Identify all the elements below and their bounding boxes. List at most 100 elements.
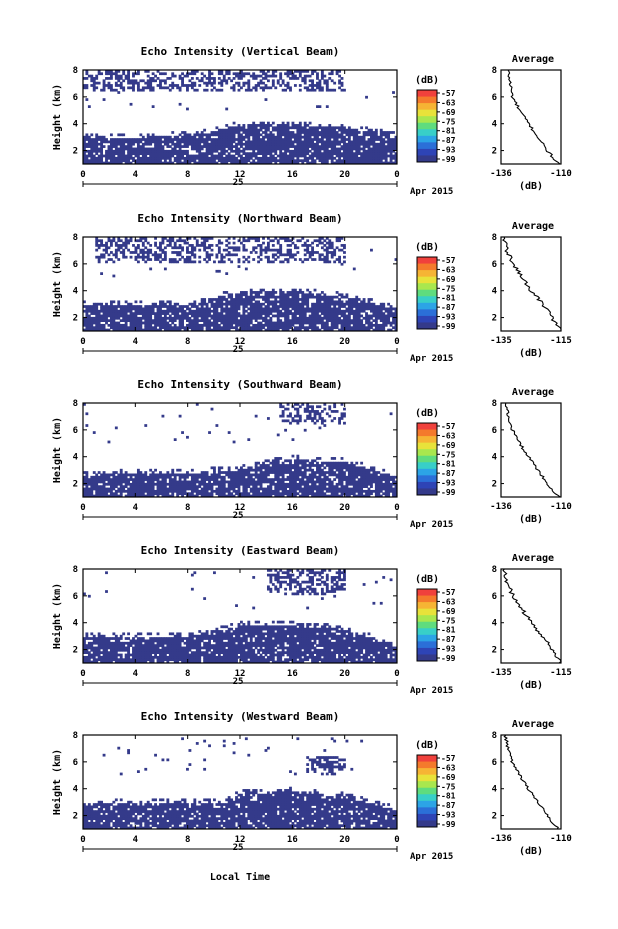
heatmap-cell xyxy=(323,295,327,299)
heatmap-cell xyxy=(392,131,395,134)
heatmap-cell xyxy=(338,260,341,264)
heatmap-cell xyxy=(222,133,226,137)
heatmap-cell xyxy=(208,244,211,247)
heatmap-cell xyxy=(139,300,143,304)
heatmap-cell xyxy=(232,161,236,165)
heatmap-cell xyxy=(286,145,290,148)
heatmap-cell xyxy=(379,319,383,322)
heatmap-cell xyxy=(325,138,329,141)
heatmap-cell xyxy=(173,309,177,313)
heatmap-cell xyxy=(205,77,209,80)
heatmap-cell xyxy=(217,302,221,306)
heatmap-cell xyxy=(387,135,391,139)
heatmap-cell xyxy=(325,237,329,240)
heatmap-cell xyxy=(114,156,118,160)
heatmap-cell xyxy=(190,328,194,332)
heatmap-cell xyxy=(119,489,123,493)
heatmap-cell xyxy=(379,138,383,141)
heatmap-cell xyxy=(100,314,104,318)
heatmap-cell xyxy=(293,152,297,155)
heatmap-cell xyxy=(210,321,214,325)
heatmap-cell xyxy=(163,326,167,330)
heatmap-cell xyxy=(198,84,202,87)
heatmap-cell xyxy=(254,140,258,144)
heatmap-cell xyxy=(320,302,324,306)
heatmap-cell xyxy=(203,246,207,250)
heatmap-cell xyxy=(107,81,111,85)
heatmap-cell xyxy=(171,142,175,146)
heatmap-cell xyxy=(134,478,138,481)
heatmap-cell xyxy=(149,86,153,90)
heatmap-cell xyxy=(316,293,319,297)
colorbar-unit: (dB) xyxy=(415,242,439,253)
heatmap-cell xyxy=(213,316,216,320)
heatmap-cell xyxy=(281,124,285,127)
heatmap-cell xyxy=(136,328,140,332)
heatmap-cell xyxy=(195,131,199,134)
heatmap-cell xyxy=(266,305,270,308)
heatmap-cell xyxy=(311,321,314,325)
heatmap-cell xyxy=(303,154,307,158)
heatmap-cell xyxy=(151,309,155,313)
heatmap-cell xyxy=(392,321,395,325)
heatmap-cell xyxy=(203,471,207,474)
heatmap-cell xyxy=(362,131,366,134)
heatmap-cell xyxy=(347,300,351,304)
heatmap-cell xyxy=(85,485,89,488)
heatmap-cell xyxy=(161,494,165,498)
heatmap-cell xyxy=(247,473,251,477)
heatmap-cell xyxy=(161,489,165,493)
heatmap-cell xyxy=(286,81,290,85)
heatmap-cell xyxy=(254,88,258,92)
heatmap-cell xyxy=(350,152,354,155)
heatmap-cell xyxy=(291,135,295,139)
heatmap-cell xyxy=(244,293,248,297)
heatmap-cell xyxy=(171,138,175,141)
heatmap-cell xyxy=(95,316,99,320)
heatmap-cell xyxy=(188,258,192,261)
heatmap-cell xyxy=(274,142,278,146)
heatmap-cell xyxy=(291,298,295,301)
heatmap-cell xyxy=(343,316,346,320)
heatmap-cell xyxy=(146,314,150,318)
heatmap-cell xyxy=(328,251,332,254)
heatmap-cell xyxy=(193,142,197,146)
heatmap-cell xyxy=(149,77,153,80)
heatmap-cell xyxy=(303,70,307,73)
heatmap-cell xyxy=(186,107,189,111)
heatmap-cell xyxy=(183,138,187,141)
heatmap-cell xyxy=(119,473,123,477)
heatmap-cell xyxy=(122,72,126,76)
heatmap-cell xyxy=(382,147,386,151)
heatmap-cell xyxy=(227,328,231,332)
heatmap-cell xyxy=(83,478,86,481)
heatmap-cell xyxy=(146,79,150,83)
heatmap-cell xyxy=(257,314,261,318)
heatmap-cell xyxy=(97,302,101,306)
heatmap-cell xyxy=(237,140,241,144)
heatmap-cell xyxy=(240,466,243,470)
heatmap-cell xyxy=(247,468,251,472)
heatmap-cell xyxy=(149,79,153,83)
heatmap-cell xyxy=(200,77,204,80)
heatmap-cell xyxy=(97,326,101,330)
heatmap-cell xyxy=(151,135,155,139)
heatmap-cell xyxy=(205,145,209,148)
heatmap-cell xyxy=(301,126,305,130)
heatmap-cell xyxy=(254,133,258,137)
heatmap-cell xyxy=(92,138,96,141)
heatmap-cell xyxy=(286,161,290,165)
heatmap-cell xyxy=(259,70,263,73)
heatmap-cell xyxy=(146,86,150,90)
heatmap-cell xyxy=(232,475,236,479)
heatmap-cell xyxy=(357,135,361,139)
heatmap-cell xyxy=(264,251,268,254)
heatmap-cell xyxy=(168,307,172,311)
heatmap-cell xyxy=(198,142,202,146)
heatmap-cell xyxy=(266,295,270,299)
heatmap-cell xyxy=(325,156,329,160)
heatmap-cell xyxy=(374,145,378,148)
heatmap-cell xyxy=(240,295,243,299)
heatmap-cell xyxy=(244,468,248,472)
heatmap-cell xyxy=(119,305,123,308)
